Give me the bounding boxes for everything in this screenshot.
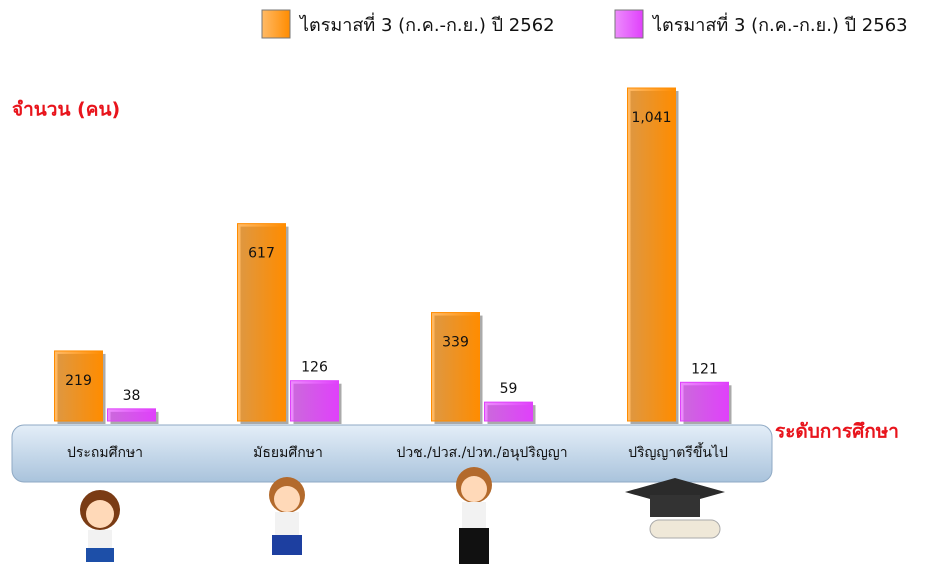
legend-label: ไตรมาสที่ 3 (ก.ค.-ก.ย.) ปี 2563 [651,12,908,36]
bar [290,380,339,422]
x-axis-label: ระดับการศึกษา [775,421,899,443]
bar [680,381,729,422]
decor [80,467,725,564]
legend-swatch [261,9,291,39]
y-axis-label: จำนวน (คน) [12,99,120,121]
data-label: 1,041 [631,110,671,126]
x-tick-label: ปวช./ปวส./ปวท./อนุปริญญา [396,445,567,461]
bar [54,350,103,422]
bar [484,401,533,422]
data-label: 38 [123,388,141,404]
data-label: 59 [500,381,518,397]
category-platform [11,424,773,483]
x-tick-label: มัธยมศึกษา [253,445,323,461]
data-label: 126 [301,360,328,376]
x-tick-label: ประถมศึกษา [67,445,143,461]
bar [107,408,156,422]
x-tick-label: ปริญญาตรีขึ้นไป [628,442,728,461]
data-label: 617 [248,246,275,262]
data-label: 339 [442,335,469,351]
bar [431,312,480,422]
data-label: 121 [691,361,718,377]
legend-label: ไตรมาสที่ 3 (ก.ค.-ก.ย.) ปี 2562 [298,12,555,36]
legend-swatch [614,9,644,39]
bar [627,87,676,422]
bar [237,223,286,422]
data-label: 219 [65,373,92,389]
